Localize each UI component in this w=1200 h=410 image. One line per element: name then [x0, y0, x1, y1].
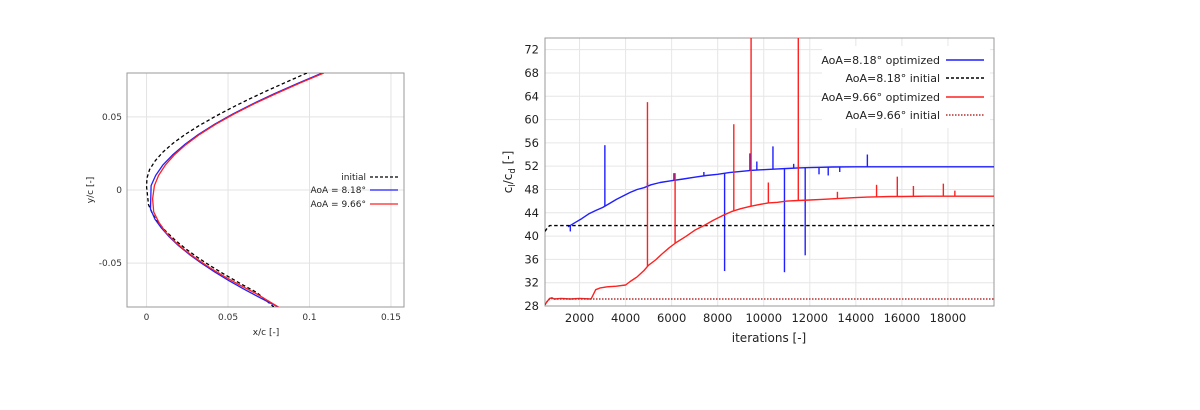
convergence-chart: 2000 4000 6000 8000 10000 12000 14000 16000 1800… — [501, 37, 995, 345]
right-series-group — [545, 38, 994, 306]
right-ticks: 2000 4000 6000 8000 10000 12000 14000 16000 1800… — [524, 43, 966, 325]
right-legend: AoA=8.18° optimized AoA=8.18° initial Ao… — [821, 46, 990, 128]
right-y-tick-label: 64 — [524, 89, 539, 103]
right-y-tick-label: 56 — [524, 136, 539, 150]
left-series-initial — [145, 73, 308, 307]
left-y-axis-label: y/c [-] — [86, 177, 96, 203]
left-x-tick-label: 0.15 — [381, 313, 401, 323]
right-legend-label-aoa-818-optimized: AoA=8.18° optimized — [821, 54, 940, 67]
left-legend-label-aoa-966: AoA = 9.66° — [311, 200, 366, 210]
left-ticks: 0 0.05 0.1 0.15 0.05 0 -0.05 — [99, 113, 401, 323]
left-series-aoa-9-66 — [151, 73, 325, 307]
right-plot-frame — [544, 37, 995, 307]
right-y-tick-label: 36 — [524, 252, 539, 266]
right-x-axis-label: iterations [-] — [732, 331, 806, 345]
right-x-tick-label: 10000 — [745, 311, 782, 325]
right-x-tick-label: 12000 — [791, 311, 828, 325]
right-y-tick-label: 40 — [524, 229, 539, 243]
right-y-tick-label: 72 — [524, 43, 539, 57]
right-x-tick-label: 2000 — [565, 311, 594, 325]
right-y-tick-label: 52 — [524, 159, 539, 173]
right-legend-label-aoa-966-initial: AoA=9.66° initial — [845, 109, 940, 122]
right-series-aoa-8-18-optimized — [567, 166, 994, 228]
right-series-aoa-9-66-initial — [545, 297, 994, 306]
right-x-tick-label: 14000 — [838, 311, 875, 325]
left-series-group — [145, 73, 325, 307]
left-legend: initial AoA = 8.18° AoA = 9.66° — [311, 173, 398, 210]
left-y-tick-label: -0.05 — [99, 259, 122, 269]
right-legend-label-aoa-818-initial: AoA=8.18° initial — [845, 72, 940, 85]
right-y-axis-label: cl/cd [-] — [501, 151, 518, 194]
right-x-tick-label: 6000 — [657, 311, 686, 325]
left-y-tick-label: 0 — [116, 186, 122, 196]
left-x-tick-label: 0 — [144, 313, 150, 323]
right-series-aoa-9-66-optimized — [545, 195, 994, 306]
left-y-tick-label: 0.05 — [102, 113, 122, 123]
right-y-tick-label: 32 — [524, 276, 539, 290]
left-legend-label-initial: initial — [341, 173, 366, 183]
right-y-tick-label: 60 — [524, 113, 539, 127]
right-y-tick-label: 28 — [524, 299, 539, 313]
right-y-tick-label: 44 — [524, 206, 539, 220]
right-legend-label-aoa-966-optimized: AoA=9.66° optimized — [821, 91, 940, 104]
airfoil-chart: 0 0.05 0.1 0.15 0.05 0 -0.05 x/c [-] y/c [-] i… — [86, 72, 405, 338]
right-x-tick-label: 18000 — [930, 311, 967, 325]
right-x-tick-label: 4000 — [611, 311, 640, 325]
right-y-tick-label: 68 — [524, 66, 539, 80]
right-x-tick-label: 16000 — [884, 311, 921, 325]
right-y-tick-label: 48 — [524, 182, 539, 196]
right-series-aoa-8-18-initial — [545, 224, 994, 232]
left-grid — [127, 73, 404, 307]
left-legend-label-aoa-818: AoA = 8.18° — [311, 186, 366, 196]
left-x-axis-label: x/c [-] — [253, 328, 279, 338]
right-x-tick-label: 8000 — [703, 311, 732, 325]
left-x-tick-label: 0.1 — [302, 313, 316, 323]
left-plot-frame — [126, 72, 405, 308]
left-x-tick-label: 0.05 — [218, 313, 238, 323]
